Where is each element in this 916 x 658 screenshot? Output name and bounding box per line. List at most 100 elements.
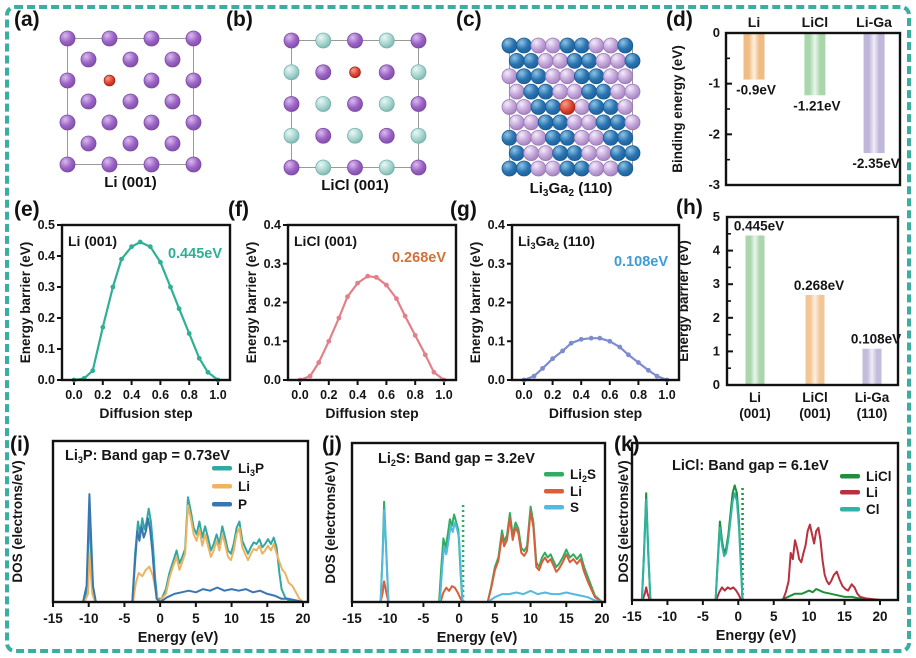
purple-atom: [122, 93, 139, 110]
data-point: [316, 360, 322, 365]
purple-atom: [101, 30, 118, 47]
x-tick-label: -5: [118, 611, 130, 626]
diffusing-li-atom: [349, 66, 361, 79]
legend-label: Li: [570, 484, 582, 499]
panel-label-d: (d): [666, 8, 693, 31]
purple-atom: [80, 93, 97, 110]
x-tick-label: 0: [735, 609, 743, 624]
panel-label-a: (a): [14, 8, 40, 31]
y-axis-label: Binding energy (eV): [670, 45, 685, 173]
lavender-atom: [566, 114, 583, 131]
plot-title: LiCl (001): [294, 233, 357, 249]
blue-atom: [573, 68, 590, 85]
x-tick-label: -10: [378, 611, 398, 626]
data-point: [365, 273, 371, 279]
data-point: [422, 352, 428, 358]
barrier-annotation: 0.268eV: [392, 250, 446, 266]
lavender-atom: [501, 68, 518, 85]
legend-swatch: [544, 472, 564, 477]
y-tick-label: 0: [713, 377, 720, 392]
purple-atom: [347, 96, 363, 112]
category-label-line1: Li-Ga: [855, 390, 890, 405]
bar: [745, 235, 765, 384]
data-point: [560, 348, 566, 354]
blue-atom: [508, 52, 525, 69]
x-tick-label: -15: [43, 611, 63, 626]
purple-atom: [80, 51, 97, 68]
lavender-atom: [537, 145, 554, 162]
purple-atom: [59, 156, 76, 173]
y-tick-label: -3: [708, 177, 720, 192]
barrier-annotation: 0.108eV: [614, 254, 668, 270]
value-label: -0.9eV: [736, 83, 776, 98]
diffusing-li-atom: [559, 99, 576, 115]
purple-atom: [185, 114, 202, 131]
purple-atom: [378, 64, 395, 81]
data-point: [345, 294, 350, 300]
y-tick-label: 0.3: [38, 280, 55, 294]
data-point: [412, 333, 418, 338]
y-tick-label: 0.0: [38, 373, 55, 387]
blue-atom: [581, 83, 597, 100]
y-tick-label: 5: [713, 209, 720, 224]
data-point: [336, 315, 342, 321]
purple-atom: [283, 159, 300, 176]
y-tick-label: 0.1: [264, 334, 281, 348]
data-point: [307, 373, 313, 379]
purple-atom: [378, 127, 395, 144]
panel-label-k: (k): [614, 433, 640, 456]
x-tick-label: 0.0: [65, 388, 82, 402]
purple-atom: [122, 51, 139, 68]
plot-border: [725, 215, 900, 387]
blue-atom: [559, 129, 576, 146]
legend-label: Li: [866, 485, 878, 500]
structure-li3ga2-110: [499, 35, 643, 179]
x-tick-label: 0.2: [320, 388, 337, 402]
data-point: [147, 244, 153, 250]
legend-swatch: [840, 490, 860, 495]
category-label: Li-Ga: [856, 14, 892, 30]
value-label: 0.108eV: [851, 332, 901, 347]
blue-atom: [595, 114, 612, 131]
purple-atom: [410, 159, 427, 176]
panel-label-h: (h): [676, 196, 703, 219]
value-label: 0.445eV: [734, 218, 784, 233]
legend-swatch: [212, 466, 232, 471]
y-tick-label: 0.3: [488, 257, 505, 271]
blue-atom: [501, 160, 518, 177]
lavender-atom: [552, 83, 569, 100]
plot-border: [510, 223, 681, 382]
purple-atom: [122, 135, 139, 152]
blue-atom: [573, 160, 590, 177]
blue-atom: [602, 99, 619, 115]
y-tick-label: 0.4: [488, 218, 505, 232]
blue-atom: [537, 83, 554, 100]
legend-label: S: [570, 500, 579, 515]
purple-atom: [347, 32, 363, 49]
data-point: [550, 356, 555, 362]
cyan-atom: [315, 159, 332, 176]
x-tick-label: 0.4: [573, 388, 590, 402]
data-point: [646, 367, 651, 373]
lavender-atom: [595, 145, 612, 162]
blue-atom: [516, 37, 532, 54]
legend-label: Li: [238, 479, 250, 494]
x-tick-label: 20: [872, 609, 887, 624]
unit-cell-border: [67, 38, 194, 165]
legend-swatch: [544, 505, 564, 510]
y-tick-label: 0.0: [264, 373, 281, 387]
blue-atom: [595, 83, 612, 100]
data-point: [168, 284, 173, 290]
y-tick-label: 0.0: [488, 373, 505, 387]
y-tick-label: 0.4: [264, 218, 281, 232]
cyan-atom: [283, 127, 300, 144]
blue-atom: [588, 68, 605, 85]
caption-li-001: Li (001): [104, 174, 157, 191]
y-tick-label: -2: [708, 126, 720, 141]
x-tick-label: 5: [770, 609, 778, 624]
dos-curve-li: [53, 504, 304, 603]
blue-atom: [610, 114, 626, 131]
purple-atom: [283, 96, 300, 112]
purple-atom: [59, 114, 76, 131]
legend-swatch: [840, 507, 860, 512]
